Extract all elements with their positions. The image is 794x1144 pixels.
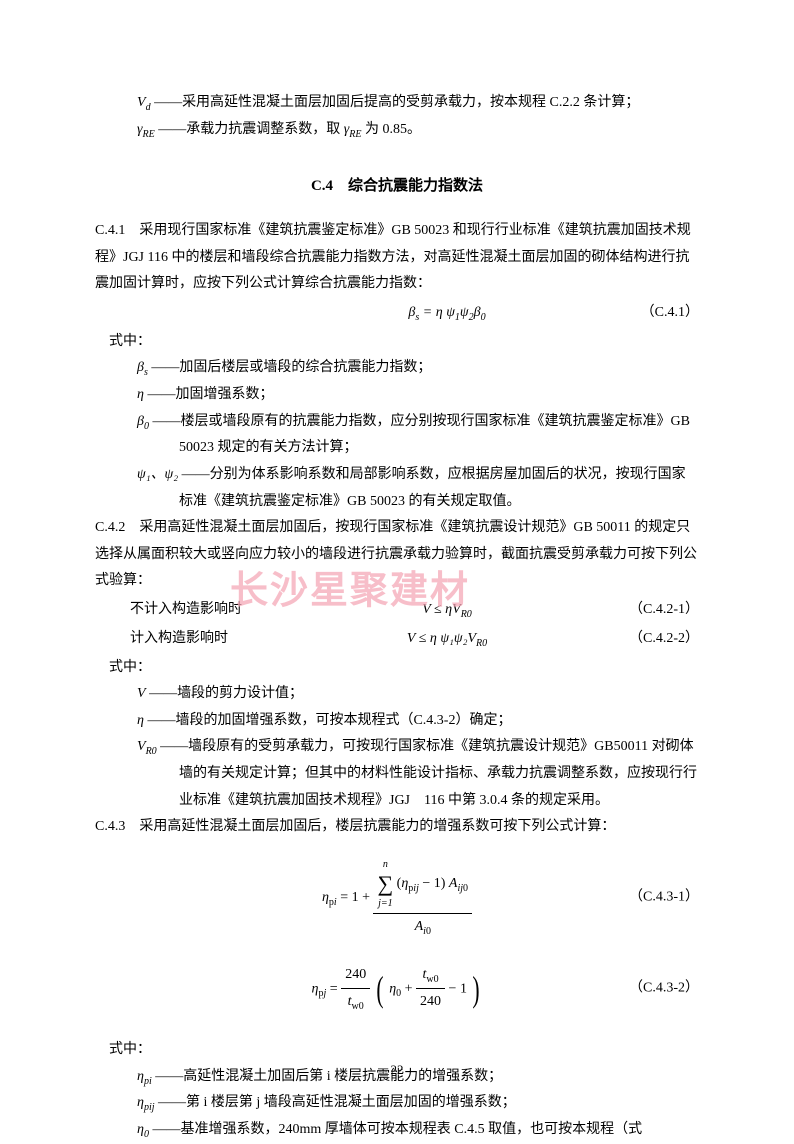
sep: —— bbox=[158, 122, 186, 137]
c43-eq2: ηpj = 240tw0 ( η0 + tw0240 − 1 ) （C.4.3-… bbox=[95, 955, 699, 1023]
c43-label: C.4.3 bbox=[95, 819, 125, 834]
c41-equation: βs = η ψ1ψ2β0 bbox=[295, 300, 599, 327]
c41-defs: βs ——加固后楼层或墙段的综合抗震能力指数； η ——加固增强系数； β0 —… bbox=[95, 355, 699, 515]
def-item: η ——墙段的加固增强系数，可按本规程式（C.4.3-2）确定； bbox=[95, 708, 699, 735]
c42-label: C.4.2 bbox=[95, 520, 125, 535]
top-definitions: Vd ——采用高延性混凝土面层加固后提高的受剪承载力，按本规程 C.2.2 条计… bbox=[95, 90, 699, 144]
def-item: βs ——加固后楼层或墙段的综合抗震能力指数； bbox=[95, 355, 699, 382]
c41-equation-row: βs = η ψ1ψ2β0 （C.4.1） bbox=[95, 300, 699, 327]
def-vd: Vd ——采用高延性混凝土面层加固后提高的受剪承载力，按本规程 C.2.2 条计… bbox=[123, 90, 699, 117]
c43-eq2-num: （C.4.3-2） bbox=[629, 975, 699, 1002]
c42-para: C.4.2 采用高延性混凝土面层加固后，按现行国家标准《建筑抗震设计规范》GB … bbox=[95, 515, 699, 595]
c42-eq1-left: 不计入构造影响时 bbox=[95, 597, 295, 624]
sep: —— bbox=[154, 95, 182, 110]
c42-eq2-left: 计入构造影响时 bbox=[95, 626, 295, 653]
def-item: ηpij ——第 i 楼层第 j 墙段高延性混凝土面层加固的增强系数； bbox=[95, 1090, 699, 1117]
def-item: η0 ——基准增强系数，240mm 厚墙体可按本规程表 C.4.5 取值，也可按… bbox=[95, 1117, 699, 1144]
c42-eq1-num: （C.4.2-1） bbox=[599, 597, 699, 624]
section-num: C.4 bbox=[311, 178, 333, 194]
c42-where: 式中： bbox=[95, 655, 699, 682]
c42-eq2-num: （C.4.2-2） bbox=[599, 626, 699, 653]
def-item: η ——加固增强系数； bbox=[95, 382, 699, 409]
def-item: ψ₁、ψ₂ ——分别为体系影响系数和局部影响系数，应根据房屋加固后的状况，按现行… bbox=[95, 462, 699, 515]
section-name: 综合抗震能力指数法 bbox=[348, 178, 483, 194]
section-title: C.4 综合抗震能力指数法 bbox=[95, 172, 699, 201]
c42-eq1: V ≤ ηVR0 bbox=[295, 597, 599, 624]
sym-gamma2: γRE bbox=[344, 122, 362, 137]
def-item: VR0 ——墙段原有的受剪承载力，可按现行国家标准《建筑抗震设计规范》GB500… bbox=[95, 734, 699, 814]
c41-eq-num: （C.4.1） bbox=[599, 300, 699, 327]
c42-eq1-row: 不计入构造影响时 V ≤ ηVR0 （C.4.2-1） bbox=[95, 597, 699, 624]
def-gamma-re: γRE ——承载力抗震调整系数，取 γRE 为 0.85。 bbox=[123, 117, 699, 144]
c41-where: 式中： bbox=[95, 329, 699, 356]
sym-vd: Vd bbox=[137, 95, 151, 110]
clause-c43: C.4.3 采用高延性混凝土面层加固后，楼层抗震能力的增强系数可按下列公式计算：… bbox=[95, 814, 699, 1144]
def-gamma-tail: 为 0.85。 bbox=[362, 122, 422, 137]
clause-c41: C.4.1 采用现行国家标准《建筑抗震鉴定标准》GB 50023 和现行行业标准… bbox=[95, 218, 699, 515]
c42-eq2-row: 计入构造影响时 V ≤ η ψ₁ψ₂VR0 （C.4.2-2） bbox=[95, 626, 699, 653]
c42-eq2: V ≤ η ψ₁ψ₂VR0 bbox=[295, 626, 599, 653]
c43-eq1-num: （C.4.3-1） bbox=[629, 884, 699, 911]
sym-gamma: γRE bbox=[137, 122, 155, 137]
def-gamma-text: 承载力抗震调整系数，取 bbox=[186, 122, 340, 137]
c43-para: C.4.3 采用高延性混凝土面层加固后，楼层抗震能力的增强系数可按下列公式计算： bbox=[95, 814, 699, 841]
c41-label: C.4.1 bbox=[95, 223, 125, 238]
def-item: β0 ——楼层或墙段原有的抗震能力指数，应分别按现行国家标准《建筑抗震鉴定标准》… bbox=[95, 409, 699, 462]
c43-eq1: ηpi = 1 + n∑j=1 (ηpij − 1) Aij0 Ai0 （C.4… bbox=[95, 855, 699, 941]
c42-defs: V ——墙段的剪力设计值； η ——墙段的加固增强系数，可按本规程式（C.4.3… bbox=[95, 681, 699, 814]
def-vd-text: 采用高延性混凝土面层加固后提高的受剪承载力，按本规程 C.2.2 条计算； bbox=[182, 95, 639, 110]
def-item: V ——墙段的剪力设计值； bbox=[95, 681, 699, 708]
page-number: 22 bbox=[0, 1058, 794, 1083]
c41-para: C.4.1 采用现行国家标准《建筑抗震鉴定标准》GB 50023 和现行行业标准… bbox=[95, 218, 699, 298]
clause-c42: C.4.2 采用高延性混凝土面层加固后，按现行国家标准《建筑抗震设计规范》GB … bbox=[95, 515, 699, 814]
